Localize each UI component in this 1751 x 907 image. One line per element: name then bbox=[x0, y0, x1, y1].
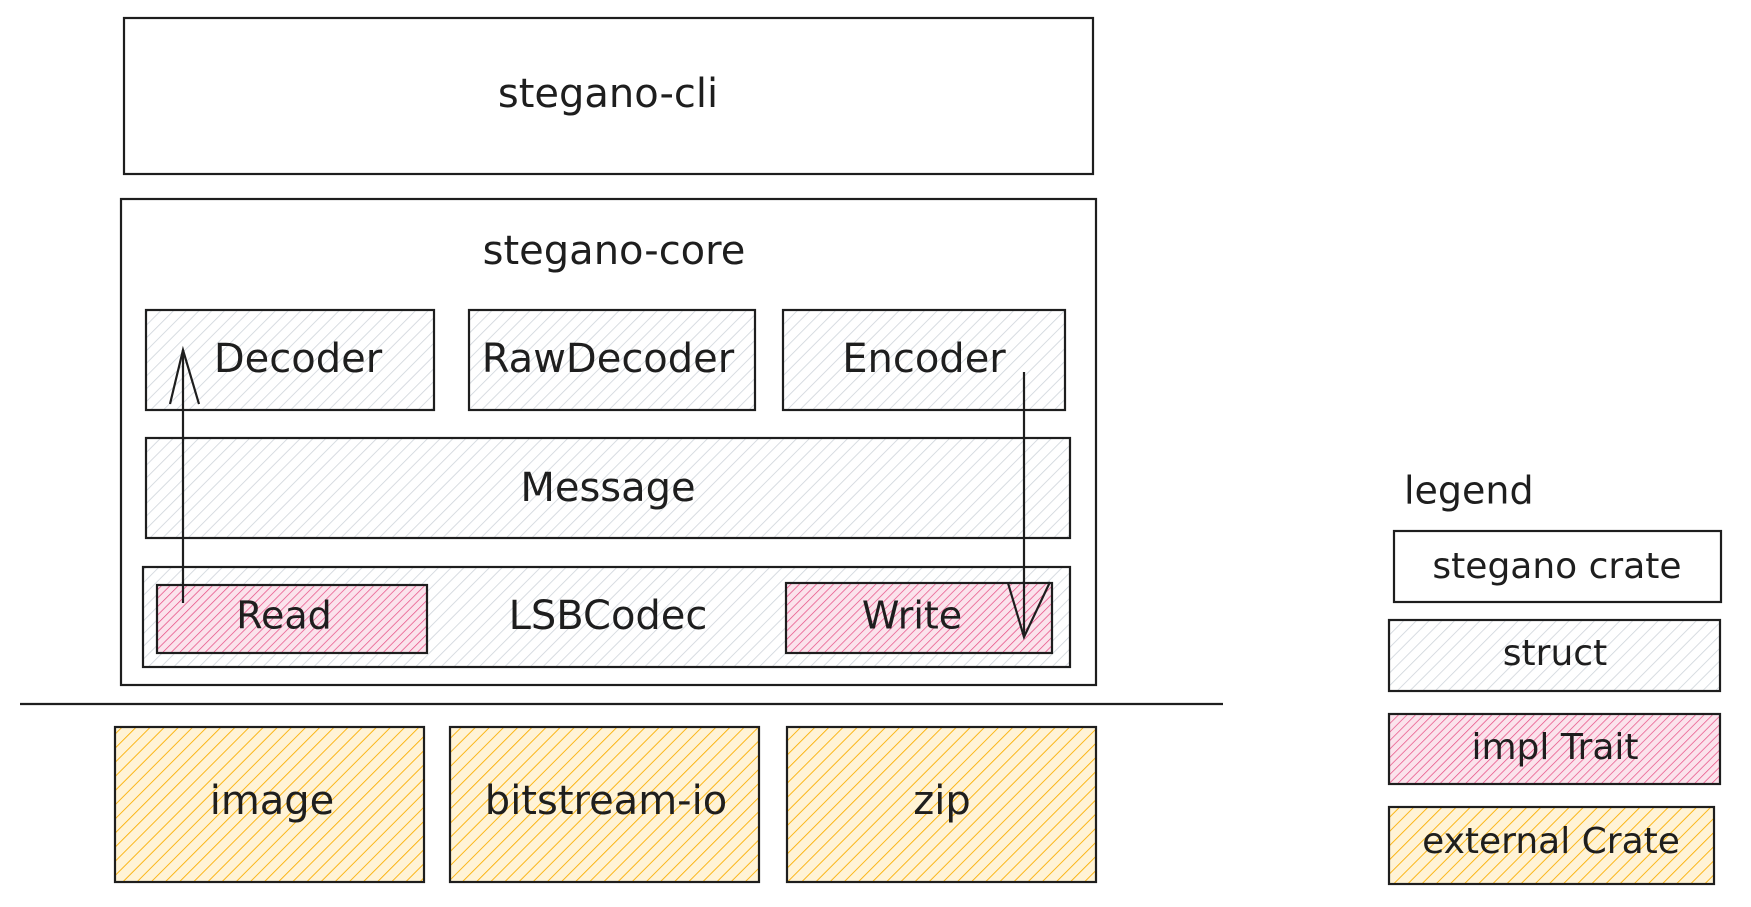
legend-title: legend bbox=[1404, 469, 1534, 513]
image-label: image bbox=[210, 778, 335, 824]
read-label: Read bbox=[236, 594, 331, 638]
bitstream-io-label: bitstream-io bbox=[485, 778, 727, 824]
encoder-to-write-arrow bbox=[1006, 372, 1051, 641]
lsbcodec-label: LSBCodec bbox=[509, 593, 708, 639]
encoder-label: Encoder bbox=[842, 336, 1006, 382]
message-struct: Message bbox=[144, 436, 1072, 540]
zip-crate: zip bbox=[785, 725, 1098, 884]
legend-impl-trait-label: impl Trait bbox=[1471, 727, 1638, 768]
legend-stegano-crate: stegano crate bbox=[1392, 529, 1723, 604]
legend-struct: struct bbox=[1387, 618, 1722, 693]
legend: legend stegano crate struct impl Trait e… bbox=[1387, 469, 1723, 886]
message-label: Message bbox=[520, 465, 695, 511]
legend-struct-label: struct bbox=[1503, 633, 1607, 674]
legend-stegano-crate-label: stegano crate bbox=[1432, 546, 1681, 587]
encoder-struct: Encoder bbox=[781, 308, 1067, 412]
legend-impl-trait: impl Trait bbox=[1387, 712, 1722, 786]
bitstream-io-crate: bitstream-io bbox=[448, 725, 761, 884]
read-trait: Read bbox=[155, 583, 429, 655]
stegano-core-label: stegano-core bbox=[483, 228, 746, 274]
raw-decoder-label: RawDecoder bbox=[482, 336, 735, 382]
decoder-struct: Decoder bbox=[144, 308, 436, 412]
image-crate: image bbox=[113, 725, 426, 884]
write-label: Write bbox=[862, 594, 962, 638]
zip-label: zip bbox=[913, 778, 971, 824]
stegano-cli-label: stegano-cli bbox=[498, 71, 718, 117]
stegano-cli-box: stegano-cli bbox=[122, 16, 1095, 176]
legend-external-crate: external Crate bbox=[1387, 805, 1716, 886]
read-to-decoder-arrow bbox=[168, 345, 201, 603]
raw-decoder-struct: RawDecoder bbox=[467, 308, 757, 412]
write-trait: Write bbox=[784, 581, 1054, 655]
legend-external-crate-label: external Crate bbox=[1422, 821, 1680, 862]
decoder-label: Decoder bbox=[214, 336, 383, 382]
